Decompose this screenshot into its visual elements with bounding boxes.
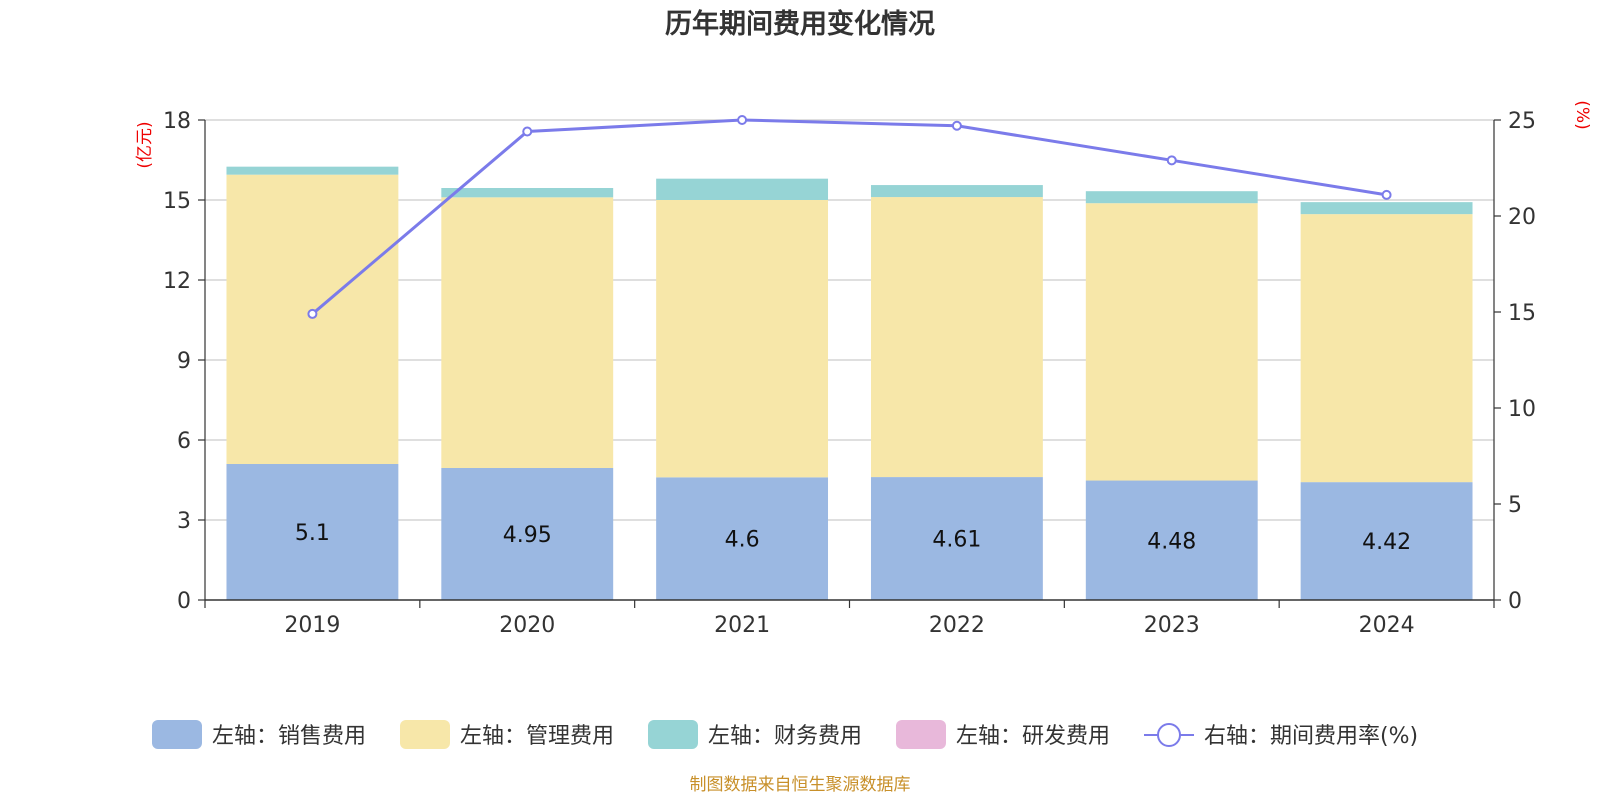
right-axis-tick-label: 5 [1508,493,1522,518]
chart-title: 历年期间费用变化情况 [665,8,935,40]
legend-label: 左轴：财务费用 [708,724,862,749]
legend-label: 左轴：管理费用 [460,724,614,749]
bar-data-label: 4.95 [503,523,552,548]
right-axis-tick-label: 25 [1508,109,1536,134]
left-axis-tick-label: 0 [177,589,191,614]
x-axis-tick-label: 2022 [929,613,985,638]
legend-label: 左轴：研发费用 [956,724,1110,749]
left-axis-tick-label: 6 [177,429,191,454]
bar-segment [441,197,614,469]
bar-data-label: 4.61 [932,528,981,553]
right-axis-tick-label: 0 [1508,589,1522,614]
left-axis-tick-label: 15 [163,189,191,214]
bar-segment [656,200,829,478]
bar-segment [1300,482,1473,600]
bar-data-label: 4.48 [1147,529,1196,554]
bar-segment [870,185,1043,198]
legend-swatch [152,720,202,749]
x-axis-tick-label: 2019 [284,613,340,638]
bar-data-label: 4.6 [725,528,760,553]
bar-segment [870,197,1043,478]
right-axis-tick-label: 10 [1508,397,1536,422]
line-series [307,115,1392,319]
source-note: 制图数据来自恒生聚源数据库 [690,775,911,795]
right-axis-unit: (%) [1572,100,1592,129]
rate-line [311,118,1387,316]
legend-swatch [400,720,450,749]
bar-segment [226,166,399,175]
bar-data-labels: 5.1 4.95 4.6 4.61 4.48 4.42 [295,521,1411,555]
bar-series [226,166,1473,600]
left-axis-tick-label: 18 [163,109,191,134]
bar-segment [1085,191,1258,204]
bar-data-label: 5.1 [295,521,330,546]
rate-point [737,115,748,125]
bar-segment [870,477,1043,600]
rate-point [1381,189,1392,200]
x-axis-tick-label: 2020 [499,613,555,638]
bar-segment [226,464,399,600]
x-axis-tick-label: 2024 [1359,613,1415,638]
axes: 0 3 6 9 12 15 18 0 5 10 15 20 25 2019 2020 2021 2022 2023… [163,109,1536,638]
right-axis-tick-label: 15 [1508,301,1536,326]
bar-segment [656,477,829,600]
right-axis-tick-label: 20 [1508,205,1536,230]
legend-label: 右轴：期间费用率(%) [1204,724,1418,749]
left-axis-tick-label: 3 [177,509,191,534]
bar-segment [1085,480,1258,600]
left-axis-tick-label: 12 [163,269,191,294]
legend-label: 左轴：销售费用 [212,724,366,749]
bar-segment [441,188,614,198]
bar-segment [1300,214,1473,483]
grid-lines [205,119,1494,521]
legend-marker [1157,723,1181,747]
rate-point [522,126,533,137]
x-axis-tick-label: 2021 [714,613,770,638]
legend-swatch [896,720,946,749]
legend-swatch [648,720,698,749]
rate-point [307,308,318,319]
rate-point [1166,155,1177,166]
x-axis-tick-label: 2023 [1144,613,1200,638]
bar-segment [1300,202,1473,215]
bar-data-label: 4.42 [1362,530,1411,555]
left-axis-tick-label: 9 [177,349,191,374]
bar-segment [656,178,829,200]
bar-segment [1085,203,1258,481]
legend: 左轴：销售费用 左轴：管理费用 左轴：财务费用 左轴：研发费用 右轴：期间费用率(%) [152,720,1418,749]
bar-segment [226,174,399,464]
rate-point [951,120,962,131]
left-axis-unit: (亿元) [135,121,155,168]
bar-segment [441,468,614,600]
